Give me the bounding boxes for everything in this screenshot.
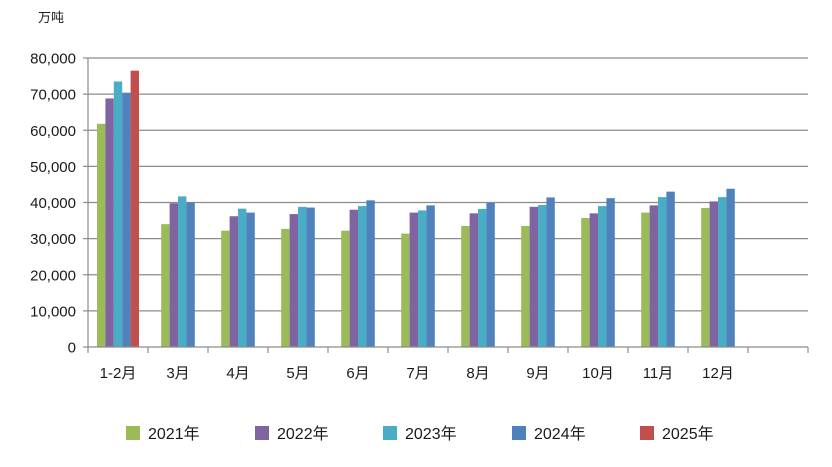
bar-2021年-12月 [701, 207, 710, 347]
bar-2024年-11月 [666, 191, 675, 347]
y-tick-label: 20,000 [30, 267, 76, 284]
bar-2022年-5月 [289, 214, 298, 347]
bars [97, 70, 735, 348]
bar-2023年-5月 [298, 206, 307, 347]
y-tick-label: 70,000 [30, 87, 76, 104]
bar-2021年-1-2月 [97, 123, 106, 347]
bar-2025年-1-2月 [130, 70, 139, 348]
bar-2023年-3月 [178, 196, 187, 347]
gridlines [88, 57, 808, 312]
bar-2022年-1-2月 [105, 98, 114, 348]
bar-2024年-9月 [546, 197, 555, 347]
bar-2024年-7月 [426, 205, 435, 347]
legend-label: 2021年 [148, 425, 200, 443]
y-tick-label: 40,000 [30, 195, 76, 212]
x-tick-label: 6月 [346, 365, 369, 382]
bar-2024年-4月 [246, 212, 255, 347]
bar-2023年-11月 [658, 197, 667, 347]
x-tick-label: 5月 [286, 365, 309, 382]
bar-2022年-11月 [649, 205, 658, 347]
y-axis-unit-label: 万吨 [38, 11, 64, 26]
bar-2021年-7月 [401, 233, 410, 347]
bar-2024年-12月 [726, 188, 735, 347]
legend-label: 2024年 [534, 425, 586, 443]
bar-2021年-8月 [461, 225, 470, 347]
y-tick-label: 80,000 [30, 51, 76, 68]
bar-2021年-9月 [521, 225, 530, 347]
legend-label: 2022年 [277, 425, 329, 443]
x-axis-ticks: 1-2月 3月 4月 5月 6月 7月 8月 9月 10月 11月 12月 [100, 365, 734, 382]
bar-2022年-9月 [529, 206, 538, 347]
bar-2024年-8月 [486, 202, 495, 347]
bar-2023年-6月 [358, 206, 367, 347]
x-tick-label: 10月 [582, 365, 614, 382]
bar-2021年-6月 [341, 230, 350, 347]
bar-2023年-7月 [418, 210, 427, 347]
legend-swatch [640, 426, 654, 440]
bar-2023年-4月 [238, 208, 247, 347]
bar-2022年-12月 [709, 201, 718, 347]
y-axis-ticks: 0 10,000 20,000 30,000 40,000 50,000 60,000 70,… [30, 51, 76, 357]
legend-swatch [126, 426, 140, 440]
bar-2022年-8月 [469, 213, 478, 347]
legend-swatch [512, 426, 526, 440]
x-tick-label: 4月 [226, 365, 249, 382]
legend-label: 2025年 [662, 425, 714, 443]
bar-2023年-9月 [538, 205, 547, 347]
x-tick-label: 12月 [702, 365, 734, 382]
legend-swatch [383, 426, 397, 440]
bar-2021年-11月 [641, 212, 650, 347]
bar-2022年-4月 [229, 216, 238, 347]
legend-swatch [255, 426, 269, 440]
bar-2022年-6月 [349, 209, 358, 347]
bar-2021年-10月 [581, 218, 590, 347]
legend-label: 2023年 [405, 425, 457, 443]
bar-2024年-6月 [366, 200, 375, 347]
legend: 2021年 2022年 2023年 2024年 2025年 [126, 425, 714, 443]
bar-2024年-10月 [606, 198, 615, 347]
x-tick-label: 9月 [526, 365, 549, 382]
bar-2024年-3月 [186, 202, 195, 347]
x-tick-label: 3月 [166, 365, 189, 382]
bar-2022年-10月 [589, 213, 598, 347]
bar-2023年-12月 [718, 197, 727, 347]
bar-2022年-3月 [169, 203, 178, 347]
y-tick-label: 50,000 [30, 159, 76, 176]
bar-2023年-1-2月 [113, 81, 123, 347]
y-tick-label: 60,000 [30, 123, 76, 140]
x-tick-label: 7月 [406, 365, 429, 382]
x-tick-label: 11月 [643, 365, 674, 382]
y-tick-label: 30,000 [30, 231, 76, 248]
bar-2024年-1-2月 [122, 92, 131, 348]
x-tick-label: 8月 [466, 365, 489, 382]
x-tick-label: 1-2月 [100, 365, 137, 382]
axes [83, 57, 809, 353]
bar-2022年-7月 [409, 212, 418, 347]
bar-2024年-5月 [306, 207, 315, 347]
bar-2021年-4月 [221, 230, 230, 347]
bar-2021年-3月 [161, 224, 170, 347]
bar-2023年-8月 [478, 209, 487, 347]
bar-2021年-5月 [281, 228, 290, 347]
y-tick-label: 10,000 [30, 303, 76, 320]
bar-2023年-10月 [598, 206, 607, 347]
y-tick-label: 0 [68, 340, 76, 357]
